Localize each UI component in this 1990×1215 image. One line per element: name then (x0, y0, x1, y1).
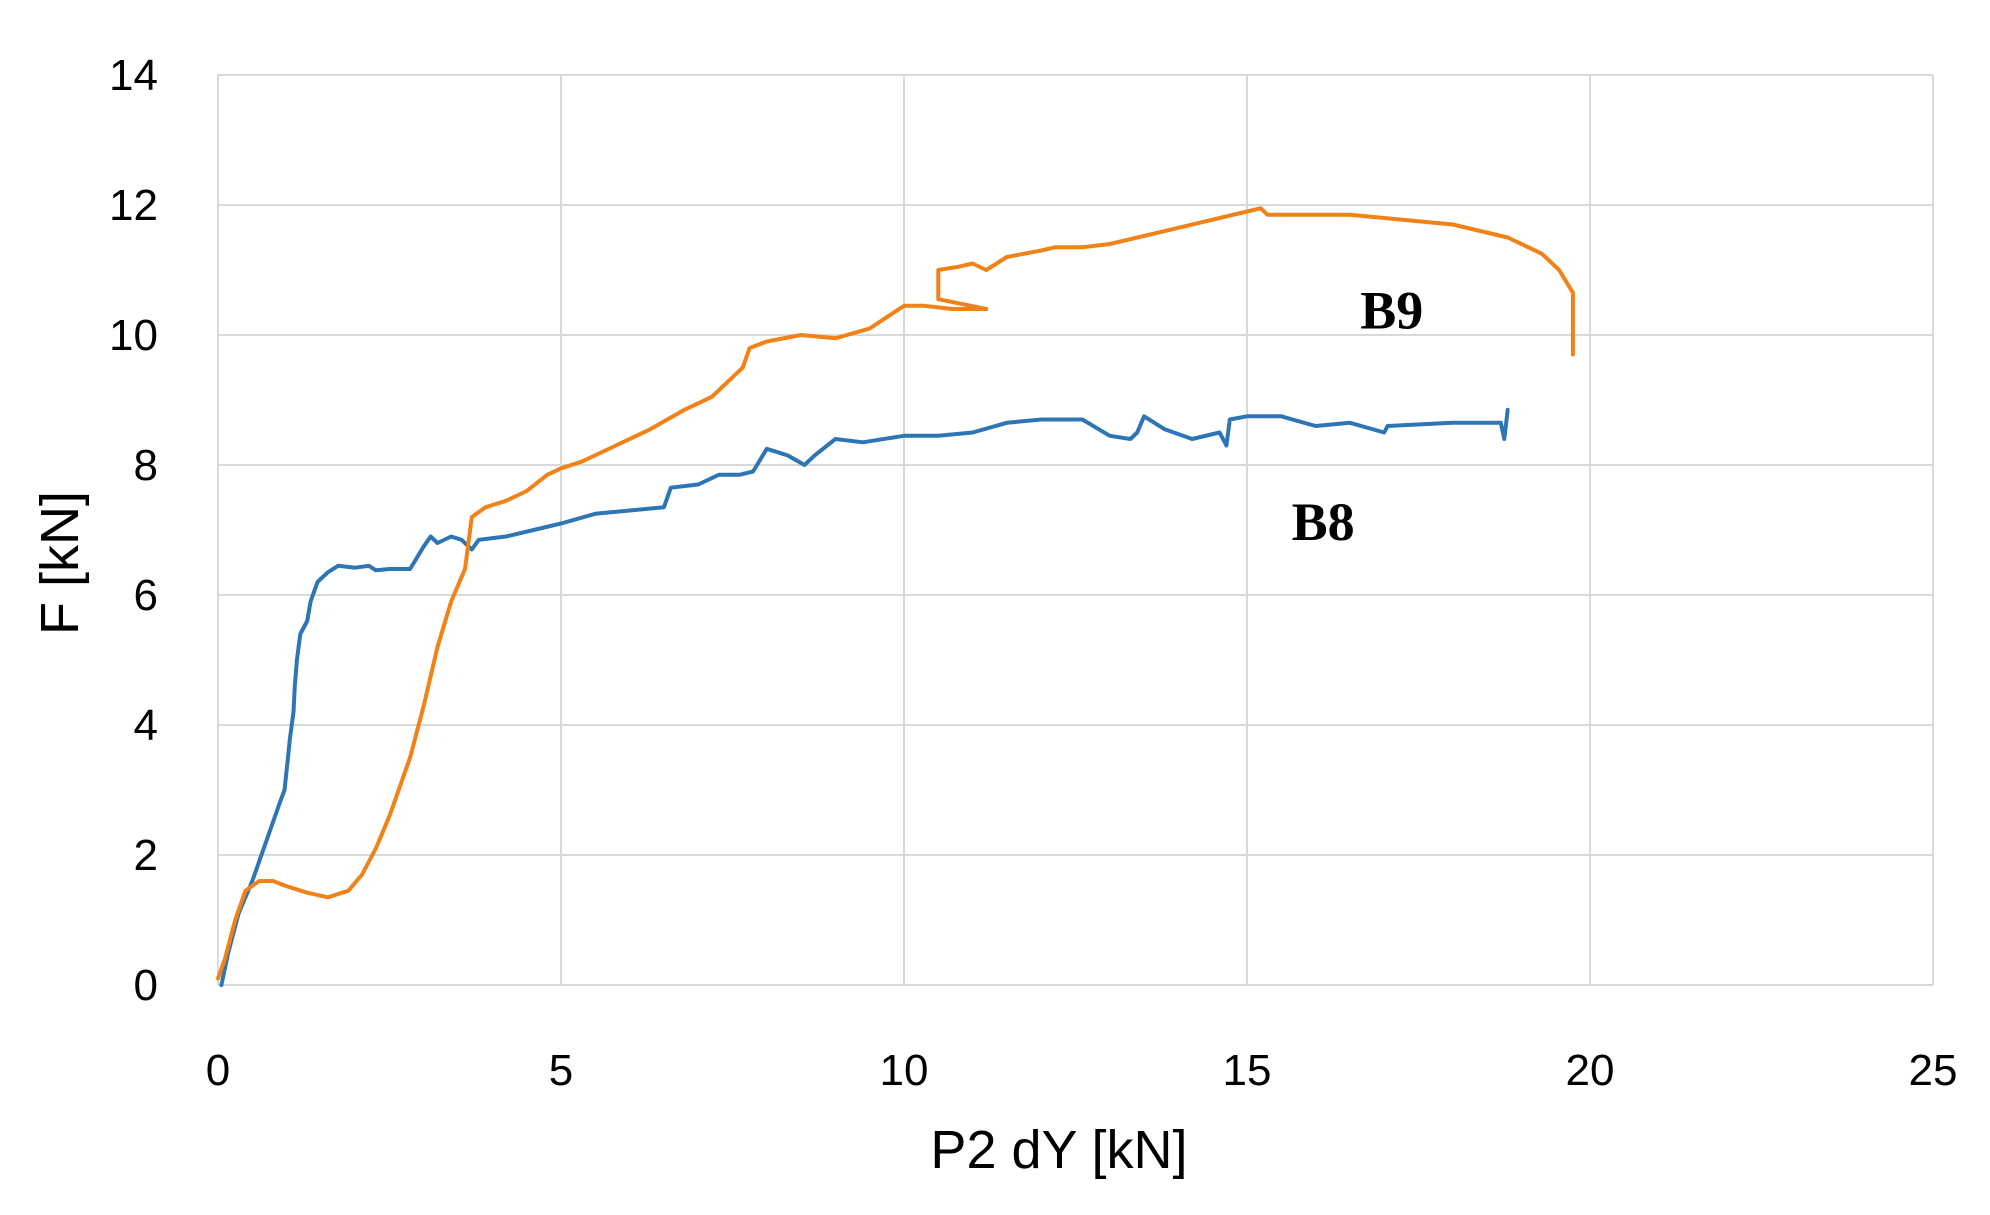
y-tick-labels: 0 2 4 6 8 10 12 14 (109, 51, 158, 1010)
x-tick-label: 0 (206, 1046, 230, 1095)
y-tick-label: 12 (109, 181, 158, 230)
series-labels: B9 B8 (1292, 281, 1424, 552)
y-tick-label: 0 (134, 961, 158, 1010)
grid-lines (217, 74, 1934, 986)
x-tick-label: 25 (1909, 1046, 1958, 1095)
y-tick-label: 6 (134, 571, 158, 620)
x-axis-title: P2 dY [kN] (930, 1120, 1187, 1180)
y-axis-title: F [kN] (30, 491, 90, 635)
series-label-b8: B8 (1292, 492, 1355, 552)
x-tick-label: 15 (1223, 1046, 1272, 1095)
y-tick-label: 2 (134, 831, 158, 880)
x-tick-labels: 0 5 10 15 20 25 (206, 1046, 1958, 1095)
y-tick-label: 10 (109, 311, 158, 360)
series-line-b9 (216, 206, 1575, 981)
series-label-b9: B9 (1360, 281, 1423, 341)
x-tick-label: 5 (549, 1046, 573, 1095)
x-tick-label: 20 (1566, 1046, 1615, 1095)
series-line-b8 (219, 407, 1510, 987)
series-lines (216, 206, 1575, 987)
y-tick-label: 8 (134, 441, 158, 490)
y-tick-label: 14 (109, 51, 158, 100)
x-tick-label: 10 (880, 1046, 929, 1095)
y-tick-label: 4 (134, 701, 158, 750)
